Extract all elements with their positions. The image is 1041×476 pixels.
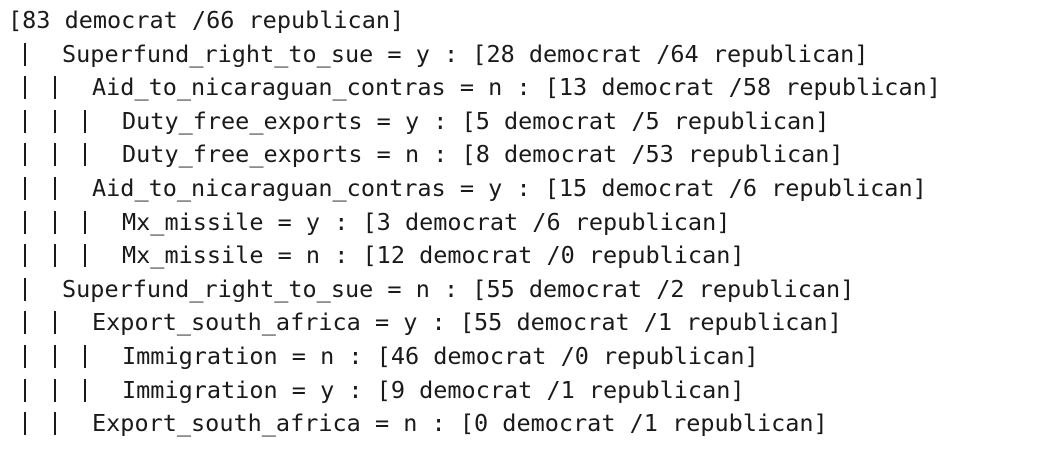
tree-indent-guide (84, 143, 86, 167)
tree-node-text: Duty_free_exports = n : [8 democrat /53 … (122, 140, 844, 169)
tree-node-text: Aid_to_nicaraguan_contras = y : [15 demo… (92, 174, 927, 202)
tree-indent-guide (54, 143, 56, 167)
tree-node-text: Mx_missile = n : [12 democrat /0 republi… (122, 241, 745, 270)
tree-indent-guide (54, 177, 56, 200)
tree-indent-guide (24, 277, 26, 301)
tree-indent-guide (24, 143, 26, 167)
tree-indent-guide (54, 244, 56, 268)
tree-node-text: Immigration = y : [9 democrat /1 republi… (122, 375, 745, 404)
tree-indent-guide (84, 244, 86, 268)
tree-node-text: Aid_to_nicaraguan_contras = n : [13 demo… (92, 73, 941, 102)
tree-node-text: Export_south_africa = n : [0 democrat /1… (92, 409, 828, 438)
tree-indent-guide (54, 311, 56, 335)
tree-indent-guide (24, 76, 26, 100)
tree-indent-guide (84, 345, 86, 368)
tree-node-text: Immigration = n : [46 democrat /0 republ… (122, 342, 759, 370)
tree-indent-guide (54, 210, 56, 234)
tree-indent-guide (24, 412, 26, 436)
tree-root-line: [83 democrat /66 republican] (0, 4, 404, 36)
tree-indent-guide (24, 244, 26, 268)
tree-indent-guide (24, 311, 26, 335)
tree-indent-guide (54, 345, 56, 368)
tree-indent-guide (24, 345, 26, 368)
tree-indent-guide (84, 109, 86, 133)
tree-node-text: Superfund_right_to_sue = y : [28 democra… (62, 39, 869, 68)
tree-indent-guide (24, 210, 26, 234)
tree-indent-guide (24, 109, 26, 133)
tree-root-text: [83 democrat /66 republican] (8, 6, 405, 34)
tree-node-text: Superfund_right_to_sue = n : [55 democra… (62, 274, 855, 303)
tree-indent-guide (24, 378, 26, 402)
tree-node-text: Duty_free_exports = y : [5 democrat /5 r… (122, 106, 830, 135)
tree-indent-guide (54, 378, 56, 402)
tree-indent-guide (54, 109, 56, 133)
tree-indent-guide (54, 76, 56, 100)
tree-node-text: Mx_missile = y : [3 democrat /6 republic… (122, 207, 731, 236)
tree-indent-guide (54, 412, 56, 436)
tree-node-text: Export_south_africa = y : [55 democrat /… (92, 308, 842, 337)
tree-indent-guide (24, 42, 26, 66)
tree-indent-guide (84, 210, 86, 234)
tree-indent-guide (24, 177, 26, 200)
tree-indent-guide (84, 378, 86, 402)
